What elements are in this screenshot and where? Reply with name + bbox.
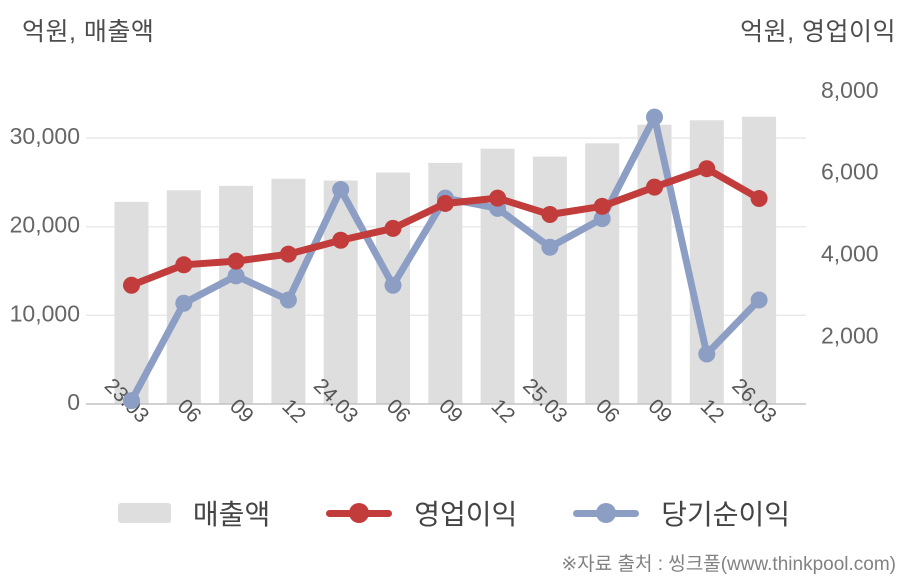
- source-note: ※자료 출처 : 씽크풀(www.thinkpool.com): [561, 554, 896, 575]
- revenue-bar: [742, 116, 777, 404]
- right-axis-tick-label: 2,000: [821, 322, 879, 348]
- revenue-bar: [114, 201, 149, 404]
- operating-profit-point: [123, 276, 140, 294]
- combo-chart: 010,00020,00030,0002,0004,0006,0008,0002…: [10, 77, 879, 428]
- revenue-bar: [219, 185, 254, 404]
- right-axis-tick-label: 8,000: [821, 77, 879, 103]
- operating-profit-point: [750, 190, 768, 208]
- legend-item-operating-profit: 영업이익: [326, 493, 517, 533]
- operating-profit-point: [541, 206, 559, 223]
- operating-profit-point: [332, 231, 350, 249]
- net-income-point: [541, 238, 559, 256]
- net-income-point: [175, 294, 193, 312]
- right-axis-tick-label: 6,000: [821, 159, 879, 185]
- revenue-bar: [585, 143, 620, 404]
- operating-profit-point: [436, 194, 454, 212]
- left-axis-tick-label: 20,000: [10, 212, 80, 238]
- legend-line-swatch: [326, 503, 393, 523]
- net-income-point: [332, 181, 350, 199]
- net-income-point: [646, 108, 663, 126]
- net-income-point: [384, 276, 402, 294]
- net-income-point: [279, 291, 297, 309]
- operating-profit-point: [384, 219, 402, 237]
- net-income-point: [698, 345, 716, 363]
- legend-line-swatch: [573, 503, 640, 523]
- operating-profit-point: [593, 197, 611, 215]
- operating-profit-point: [646, 178, 663, 196]
- legend-label: 영업이익: [414, 499, 518, 530]
- net-income-point: [593, 210, 611, 228]
- net-income-point: [123, 392, 140, 410]
- left-axis-title: 억원, 매출액: [22, 18, 155, 46]
- revenue-bar: [480, 148, 515, 404]
- legend-item-net-income: 당기순이익: [573, 493, 790, 533]
- operating-profit-point: [279, 245, 297, 263]
- operating-profit-point: [698, 160, 716, 178]
- right-axis-tick-label: 4,000: [821, 240, 879, 266]
- operating-profit-point: [489, 189, 507, 207]
- net-income-point: [750, 291, 768, 309]
- net-income-point: [227, 267, 245, 285]
- legend-label: 매출액: [192, 499, 271, 530]
- revenue-bar: [532, 156, 567, 404]
- right-axis-title: 억원, 영업이익: [740, 18, 896, 46]
- left-axis-tick-label: 0: [67, 389, 80, 415]
- operating-profit-point: [227, 252, 245, 270]
- chart-legend: 매출액 영업이익 당기순이익: [0, 488, 908, 538]
- left-axis-tick-label: 30,000: [10, 123, 80, 149]
- legend-dot-mark: [596, 503, 617, 523]
- operating-profit-point: [175, 256, 193, 274]
- left-axis-tick-label: 10,000: [10, 300, 80, 326]
- legend-label: 당기순이익: [661, 499, 791, 530]
- legend-item-revenue: 매출액: [117, 493, 271, 533]
- legend-bar-swatch: [117, 503, 171, 523]
- legend-dot-mark: [349, 503, 370, 523]
